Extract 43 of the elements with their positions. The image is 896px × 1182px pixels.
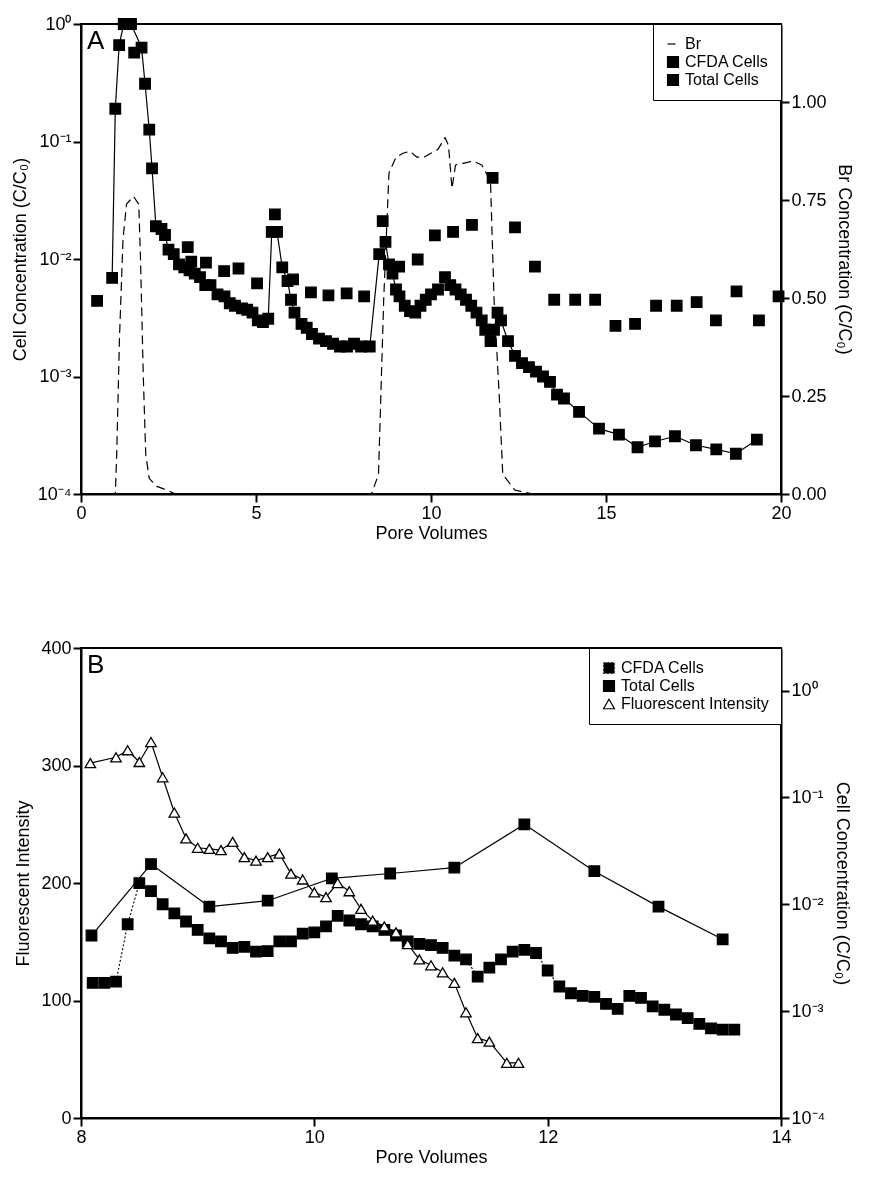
legend-label: CFDA Cells (621, 659, 704, 676)
x-tick-label: 10 (421, 502, 442, 523)
y2-tick-label: 10⁻³ (791, 1000, 824, 1021)
legend-label: Total Cells (621, 677, 695, 694)
y2-tick-label: 0.50 (791, 287, 827, 308)
y-tick-label: 10⁰ (45, 13, 72, 34)
annotation: B (87, 649, 105, 679)
y2-tick-label: 0.00 (791, 483, 827, 504)
legend-label: CFDA Cells (685, 53, 768, 70)
y-tick-label: 10⁻⁴ (37, 483, 72, 504)
y-tick-label: 100 (41, 990, 72, 1010)
x-tick-label: 12 (538, 1126, 559, 1147)
y-axis-title: Fluorescent Intensity (13, 800, 34, 967)
x-tick-label: 15 (596, 502, 617, 523)
annotation: A (87, 25, 105, 55)
y-tick-label: 400 (41, 637, 72, 658)
x-tick-label: 8 (76, 1126, 87, 1147)
x-tick-label: 0 (76, 502, 87, 523)
y2-tick-label: 0.25 (791, 385, 827, 406)
y2-tick-label: 10⁰ (791, 680, 818, 701)
x-axis-title: Pore Volumes (375, 1146, 488, 1167)
y-tick-label: 10⁻² (39, 248, 72, 269)
x-tick-label: 10 (304, 1126, 325, 1147)
x-tick-label: 14 (771, 1126, 792, 1147)
legend-label: Fluorescent Intensity (621, 695, 769, 712)
y2-tick-label: 10⁻² (791, 893, 824, 914)
y-tick-label: 10⁻¹ (39, 131, 72, 151)
y2-tick-label: 1.00 (791, 91, 827, 112)
y-axis-title: Cell Concentration (C/C₀) (9, 157, 30, 362)
x-tick-label: 5 (251, 502, 262, 523)
x-tick-label: 20 (771, 502, 792, 523)
y2-tick-label: 10⁻⁴ (791, 1107, 826, 1128)
y-tick-label: 0 (61, 1107, 72, 1128)
y-tick-label: 300 (41, 755, 72, 775)
y2-axis-title: Br Concentration (C/C₀) (834, 164, 855, 355)
y-tick-label: 200 (41, 872, 72, 893)
y-tick-label: 10⁻³ (39, 366, 72, 386)
y2-axis-title: Cell Concentration (C/C₀) (833, 781, 854, 986)
x-axis-title: Pore Volumes (375, 522, 488, 543)
legend-label: Total Cells (685, 71, 759, 88)
y2-tick-label: 0.75 (791, 189, 827, 210)
legend-label: Br (685, 35, 702, 52)
y2-tick-label: 10⁻¹ (791, 786, 824, 807)
